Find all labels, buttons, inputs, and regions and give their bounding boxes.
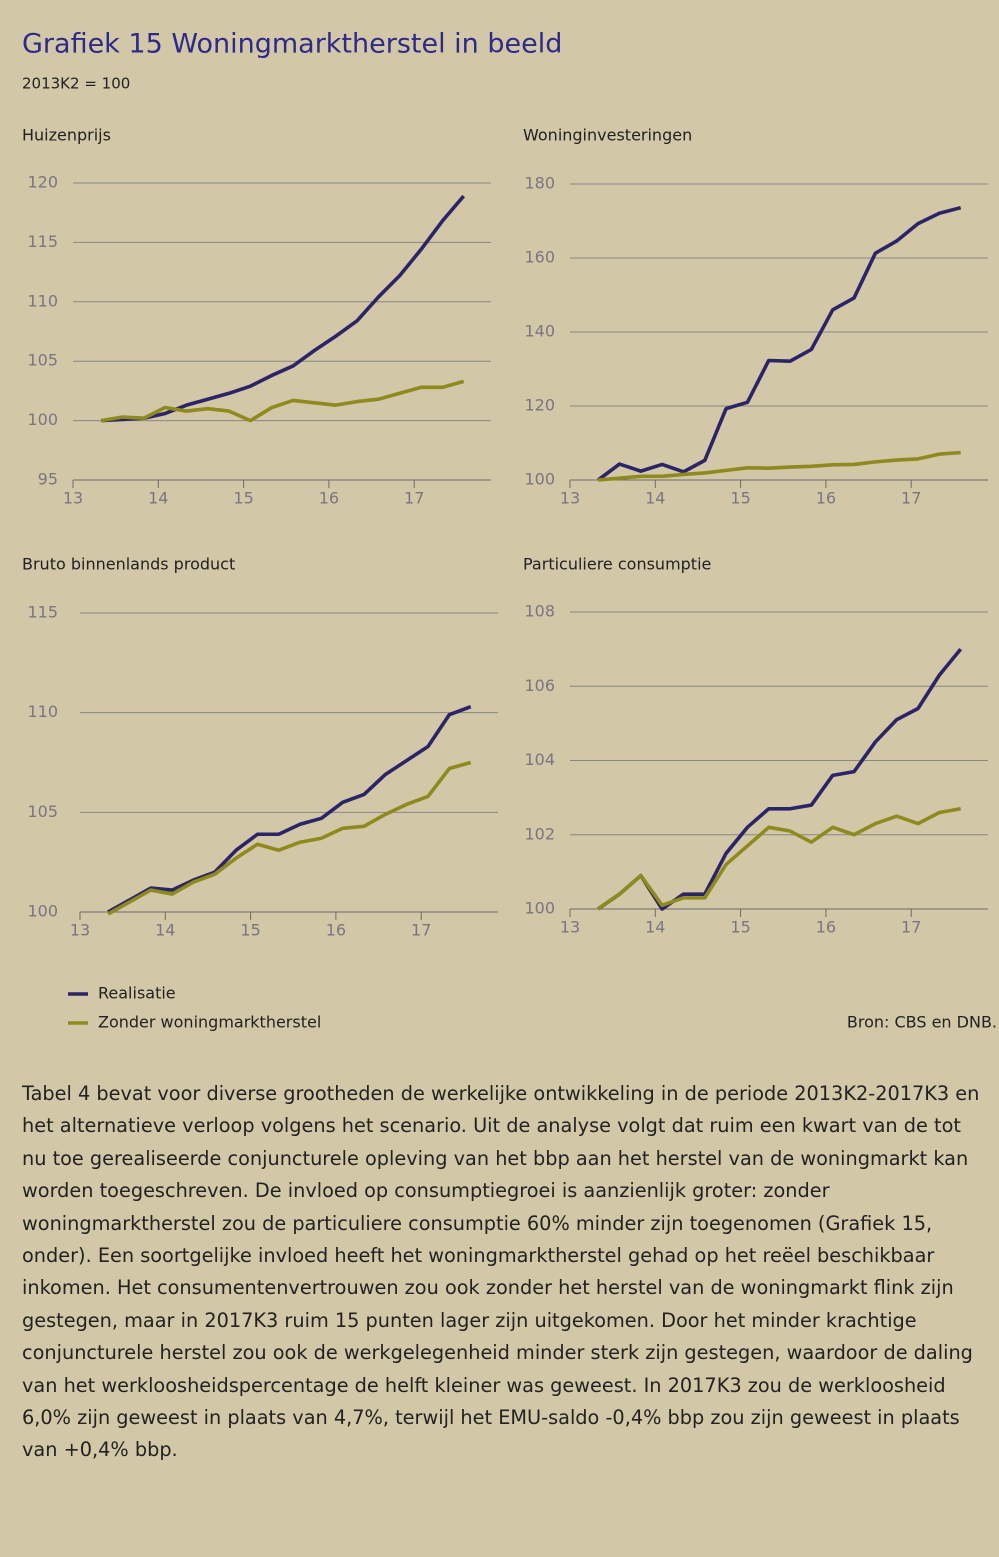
x-tick-label: 14 xyxy=(645,918,665,937)
y-tick-label: 120 xyxy=(27,173,58,192)
y-tick-label: 140 xyxy=(524,322,555,341)
x-tick-label: 15 xyxy=(730,489,750,508)
y-tick-label: 100 xyxy=(27,902,58,921)
data-line xyxy=(597,806,961,911)
figure: Grafiek 15 Woningmarktherstel in beeld 2… xyxy=(22,29,997,1032)
x-tick-label: 16 xyxy=(319,489,339,508)
x-tick-label: 16 xyxy=(816,918,836,937)
y-tick-label: 115 xyxy=(27,603,58,622)
y-tick-label: 100 xyxy=(524,470,555,489)
y-tick-label: 180 xyxy=(524,174,555,193)
data-line xyxy=(101,194,466,423)
y-tick-label: 110 xyxy=(27,702,58,721)
x-tick-label: 15 xyxy=(233,489,253,508)
y-tick-label: 115 xyxy=(27,232,58,251)
y-tick-label: 105 xyxy=(27,351,58,370)
chart-title: Particuliere consumptie xyxy=(523,555,711,574)
x-tick-label: 15 xyxy=(240,921,260,940)
x-tick-label: 17 xyxy=(901,918,921,937)
x-tick-label: 17 xyxy=(404,489,424,508)
chart-title: Bruto binnenlands product xyxy=(22,555,235,574)
data-line xyxy=(597,450,961,482)
x-tick-label: 17 xyxy=(411,921,431,940)
y-tick-label: 160 xyxy=(524,248,555,267)
x-tick-label: 14 xyxy=(645,489,665,508)
y-tick-label: 106 xyxy=(524,676,555,695)
x-tick-label: 16 xyxy=(326,921,346,940)
y-tick-label: 100 xyxy=(27,410,58,429)
x-tick-label: 17 xyxy=(901,489,921,508)
data-line xyxy=(107,705,472,914)
y-tick-label: 102 xyxy=(524,824,555,843)
data-line xyxy=(597,647,963,911)
figure-title: Grafiek 15 Woningmarktherstel in beeld xyxy=(22,29,562,60)
x-tick-label: 14 xyxy=(148,489,168,508)
x-tick-label: 16 xyxy=(816,489,836,508)
y-tick-label: 100 xyxy=(524,899,555,918)
x-tick-label: 13 xyxy=(560,918,580,937)
legend-label: Realisatie xyxy=(98,984,176,1003)
subtitle: 2013K2 = 100 xyxy=(22,75,130,93)
data-line xyxy=(100,379,465,423)
y-tick-label: 110 xyxy=(27,291,58,310)
x-tick-label: 13 xyxy=(70,921,90,940)
data-line xyxy=(597,205,962,482)
paragraph: Tabel 4 bevat voor diverse grootheden de… xyxy=(22,1082,980,1462)
x-tick-label: 15 xyxy=(730,918,750,937)
data-line xyxy=(107,760,472,916)
legend-label: Zonder woningmarktherstel xyxy=(98,1013,321,1032)
y-tick-label: 95 xyxy=(38,470,58,489)
y-tick-label: 104 xyxy=(524,750,555,769)
y-tick-label: 105 xyxy=(27,802,58,821)
y-tick-label: 108 xyxy=(524,602,555,621)
y-tick-label: 120 xyxy=(524,396,555,415)
x-tick-label: 13 xyxy=(63,489,83,508)
source: Bron: CBS en DNB. xyxy=(847,1013,997,1032)
x-tick-label: 14 xyxy=(155,921,175,940)
chart-title: Woninginvesteringen xyxy=(523,126,692,145)
x-tick-label: 13 xyxy=(560,489,580,508)
chart-title: Huizenprijs xyxy=(22,126,111,145)
